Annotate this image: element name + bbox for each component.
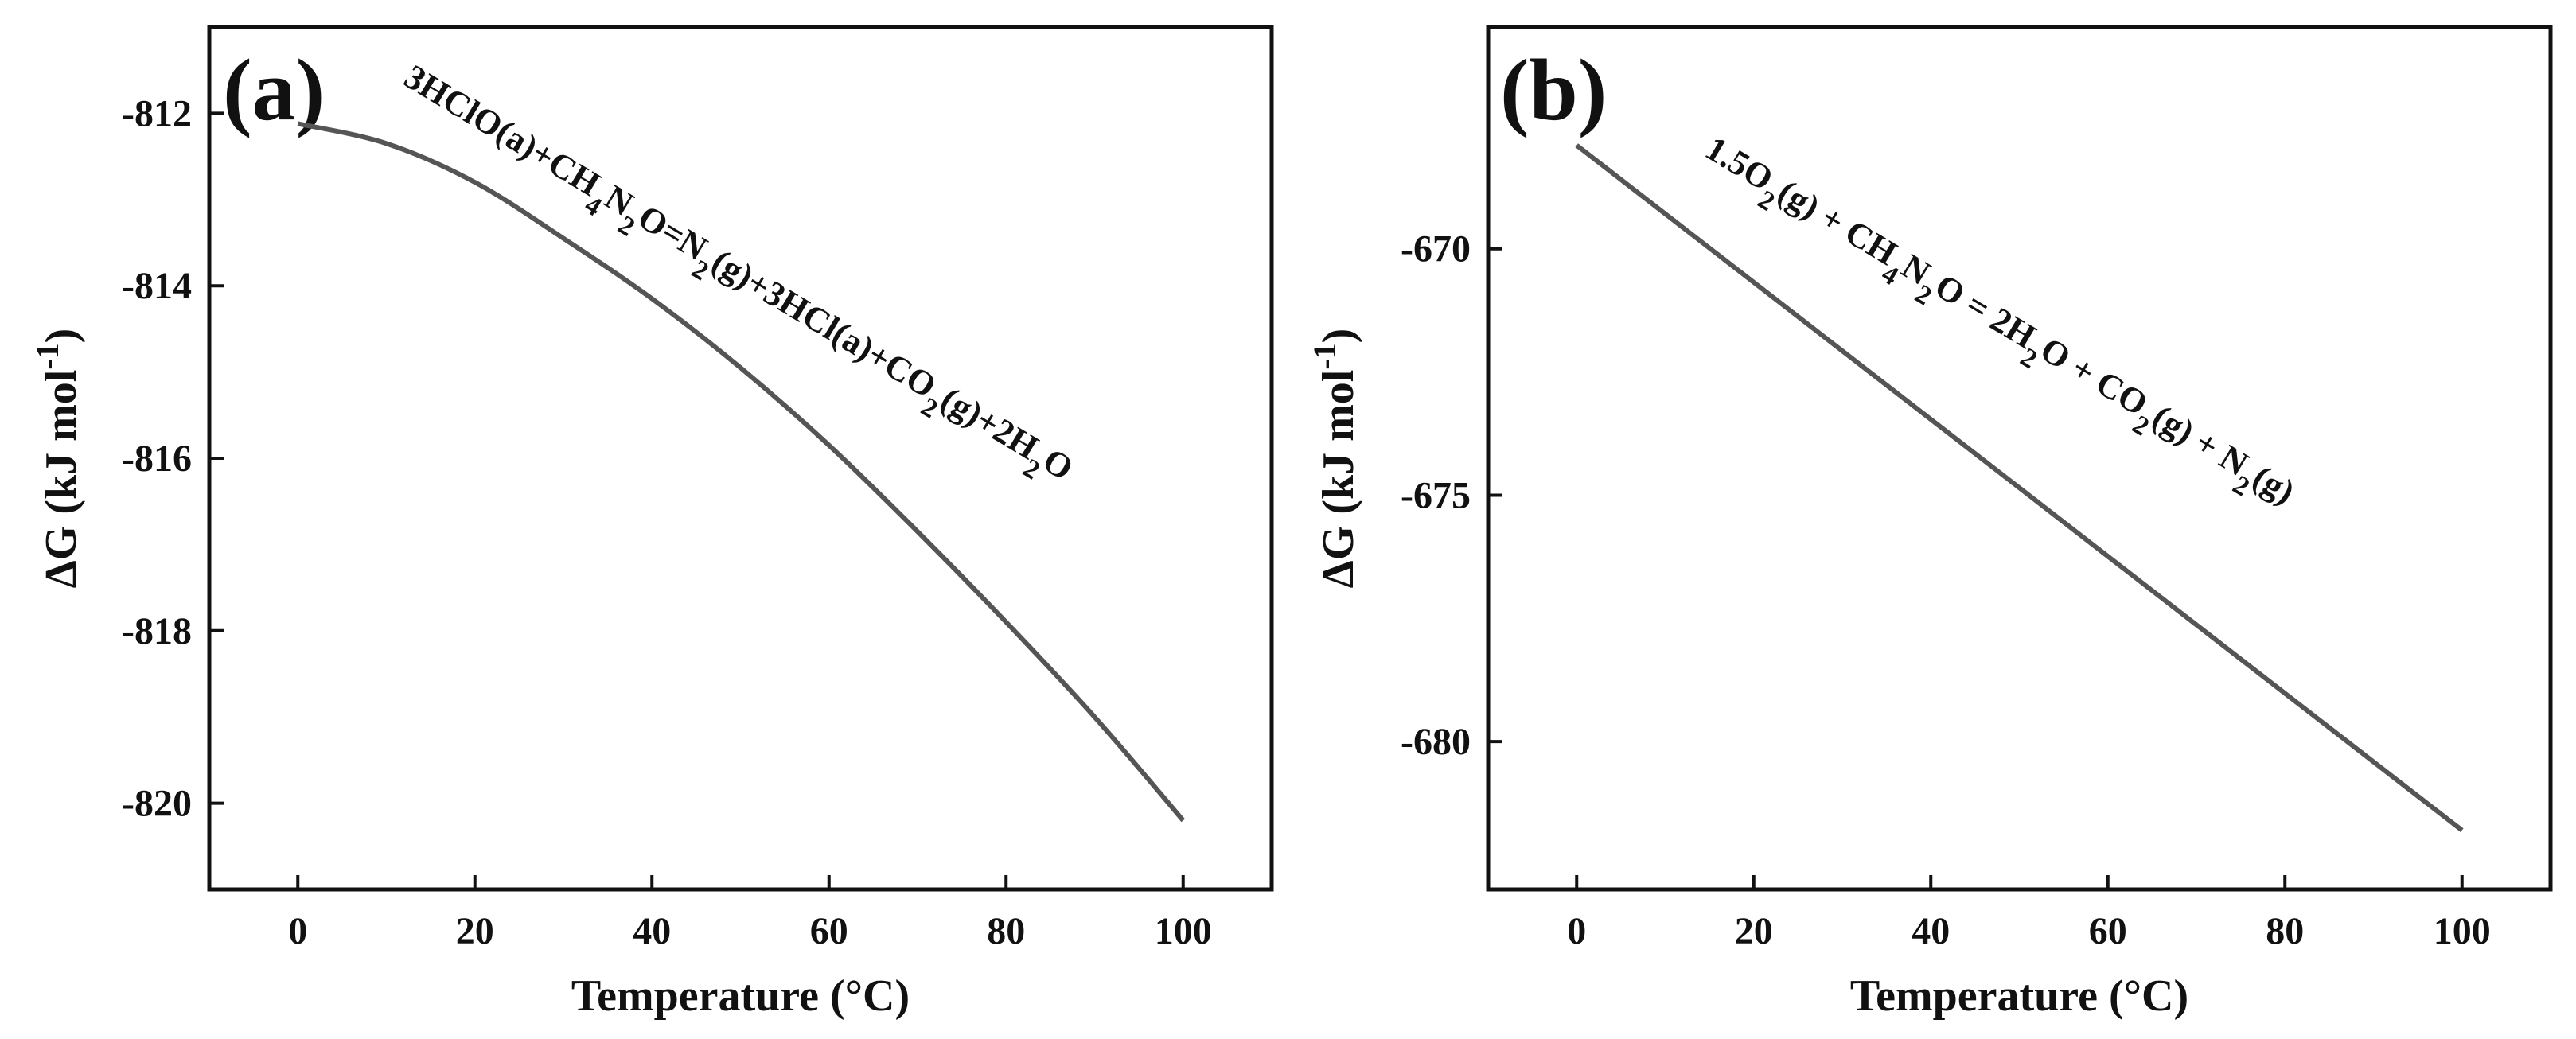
panel-label: (a): [223, 41, 325, 138]
x-tick-label: 80: [2266, 910, 2304, 952]
x-tick-label: 0: [288, 910, 307, 952]
x-tick-label: 100: [2434, 910, 2491, 952]
y-tick-label: -812: [122, 92, 192, 134]
y-tick-label: -816: [122, 438, 192, 480]
x-tick-label: 80: [987, 910, 1025, 952]
series-line: [297, 121, 1186, 823]
x-tick-label: 0: [1567, 910, 1586, 952]
panel-label: (b): [1500, 41, 1607, 138]
series-line: [1575, 143, 2464, 833]
x-tick-label: 40: [633, 910, 671, 952]
x-axis-title: Temperature (°C): [1850, 971, 2188, 1021]
x-tick-label: 60: [2089, 910, 2127, 952]
x-axis-title: Temperature (°C): [571, 971, 910, 1021]
reaction-annotation: 3HClO(a)+CH4N2O=N2(g)+3HCl(a)+CO2(g)+2H2…: [391, 57, 1080, 500]
chart-panel-b: 0 20 40 60 80 100 -670 -675 -680 Temperature (°C)…: [1307, 25, 2553, 1021]
y-tick-label: -814: [122, 265, 192, 307]
y-axis-title: ΔG (kJ mol-1): [29, 329, 87, 589]
y-tick-label: -670: [1401, 228, 1471, 270]
x-tick-label: 40: [1912, 910, 1950, 952]
x-tick-label: 60: [810, 910, 848, 952]
x-tick-label: 100: [1155, 910, 1212, 952]
x-tick-label: 20: [456, 910, 494, 952]
y-tick-label: -675: [1401, 474, 1471, 516]
y-tick-label: -820: [122, 783, 192, 825]
reaction-annotation: 1.5O2(g) + CH4N2O = 2H2O + CO2(g) + N2(g…: [1692, 129, 2301, 523]
chart-panel-a: 0 20 40 60 80 100 -812 -814 -816 -818 -820 Temperat…: [29, 25, 1274, 1021]
x-tick-label: 20: [1735, 910, 1773, 952]
y-axis-title: ΔG (kJ mol-1): [1307, 329, 1364, 589]
y-tick-label: -818: [122, 610, 192, 652]
y-tick-label: -680: [1401, 721, 1471, 763]
plot-frame: [1486, 25, 2553, 892]
plot-frame: [207, 25, 1274, 892]
